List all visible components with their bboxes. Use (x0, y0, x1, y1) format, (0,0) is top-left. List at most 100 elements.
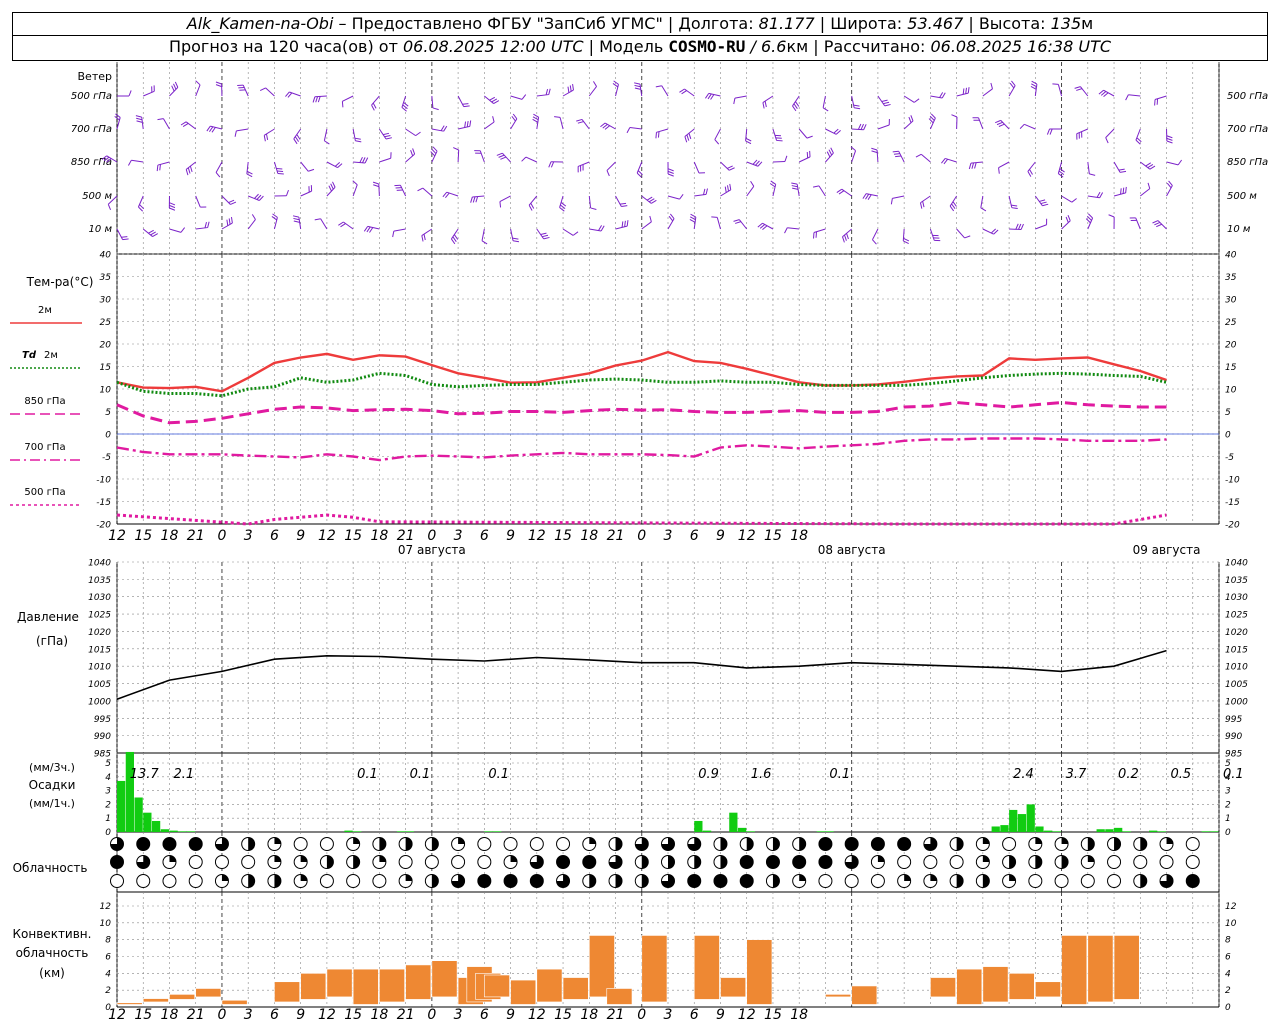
wind-barb-feather (769, 183, 776, 188)
wind-barb-feather (293, 217, 300, 221)
wind-barb-feather (860, 123, 864, 130)
wind-barb (393, 228, 406, 232)
wind-barb (106, 155, 118, 163)
wind-barb-feather (324, 140, 330, 145)
wind-barb (157, 161, 170, 166)
wind-barb-feather (1067, 214, 1071, 221)
wind-barb (314, 95, 327, 98)
conv-ytick-left: 10 (100, 919, 112, 929)
pres-ytick-left: 985 (94, 750, 111, 760)
wind-barb (866, 193, 879, 197)
cloud-symbol (529, 837, 544, 851)
wind-barb (446, 191, 459, 197)
pres-ytick-left: 1005 (88, 680, 111, 690)
wind-barb-feather (464, 121, 467, 128)
temp-ytick-right: 25 (1225, 318, 1237, 328)
wind-barb (825, 128, 837, 135)
temp-hour-label: 3 (244, 528, 253, 544)
wind-barb-feather (246, 170, 253, 175)
wind-barb-feather (1125, 186, 1127, 193)
wind-barb-feather (681, 90, 687, 95)
cloud-fill (956, 874, 964, 888)
cloud-symbol (503, 837, 518, 851)
wind-barb-feather (569, 85, 572, 92)
wind-barb-feather (729, 183, 732, 190)
cloud-fill (713, 874, 727, 888)
cloud-fill (431, 874, 439, 888)
wind-barb-feather (604, 125, 611, 130)
wind-barb-feather (755, 160, 760, 166)
precip-bar (991, 826, 1000, 832)
temp-legend-item: 700 гПа (10, 442, 82, 461)
wind-barb (998, 161, 1010, 169)
cloud-symbol (870, 874, 885, 888)
cloud-symbol (923, 855, 938, 869)
wind-barb-feather (315, 96, 319, 103)
wind-barb (142, 228, 153, 237)
conv-bar (536, 968, 563, 1003)
wind-barb-feather (689, 216, 696, 221)
wind-barb (902, 228, 905, 242)
conv-bar (851, 985, 878, 1005)
cloud-fill (818, 855, 832, 869)
precip-total-label: 1.6 (751, 767, 772, 782)
wind-barb-feather (930, 113, 936, 119)
wind-barb (371, 95, 380, 106)
wind-barb-feather (512, 240, 520, 243)
wind-barb-feather (971, 162, 975, 169)
conv-ytick-right: 2 (1225, 986, 1231, 996)
wind-barb-feather (328, 185, 332, 192)
wind-barb-feather (1166, 137, 1173, 141)
wind-barb-feather (463, 105, 470, 108)
wind-barb-feather (995, 119, 1001, 124)
wind-barb-feather (791, 185, 798, 188)
cloud-symbol (188, 874, 203, 888)
conv-bar (641, 935, 668, 1003)
cloud-fill (641, 855, 649, 869)
temp-ytick-left: 35 (100, 273, 112, 283)
wind-barb (1166, 185, 1173, 197)
wind-barb (1113, 192, 1126, 197)
wind-barb-feather (929, 115, 935, 121)
wind-barb (131, 159, 144, 163)
precip-bar (344, 830, 353, 832)
cloud-fill (379, 855, 386, 862)
wind-barb-feather (648, 198, 655, 203)
wind-barb-feather (169, 204, 176, 209)
precip-bar (484, 831, 493, 832)
conv-hour-label: 3 (454, 1007, 463, 1023)
conv-bar (379, 968, 405, 1003)
wind-barb-feather (1096, 191, 1101, 198)
conv-ytick-right: 8 (1225, 936, 1231, 946)
wind-barb-feather (412, 148, 416, 155)
wind-barb (982, 228, 994, 235)
cloud-fill (687, 874, 701, 888)
conv-hour-label: 18 (790, 1007, 808, 1023)
conv-bar (510, 979, 537, 1005)
wind-barb-feather (444, 192, 450, 198)
cloud-fill (1087, 837, 1095, 851)
wind-barb-feather (1147, 182, 1151, 189)
wind-barb-feather (330, 183, 334, 190)
wind-barb-feather (421, 235, 424, 242)
temp-ytick-right: 30 (1225, 296, 1237, 306)
cloud-fill (556, 874, 570, 888)
wind-barb-feather (964, 235, 971, 239)
cloud-symbol (1002, 837, 1017, 851)
temp-legend-label: 2м (38, 305, 52, 316)
temp-hour-label: 15 (764, 528, 782, 544)
conv-bar (1008, 973, 1035, 1000)
wind-barbs (101, 80, 1183, 245)
wind-barb-feather (967, 87, 970, 94)
wind-barb-feather (922, 201, 925, 208)
wind-barb (903, 95, 915, 103)
wind-barb-feather (271, 216, 278, 221)
wind-barb-feather (337, 163, 343, 168)
wind-barb (1034, 195, 1043, 207)
temp-series-line-0 (116, 350, 1167, 393)
precip-ytick-right: 3 (1225, 787, 1231, 797)
precip-bar (1210, 831, 1219, 832)
wind-barb (615, 195, 622, 207)
cloud-symbol (293, 837, 308, 851)
wind-barb-feather (1136, 137, 1142, 143)
